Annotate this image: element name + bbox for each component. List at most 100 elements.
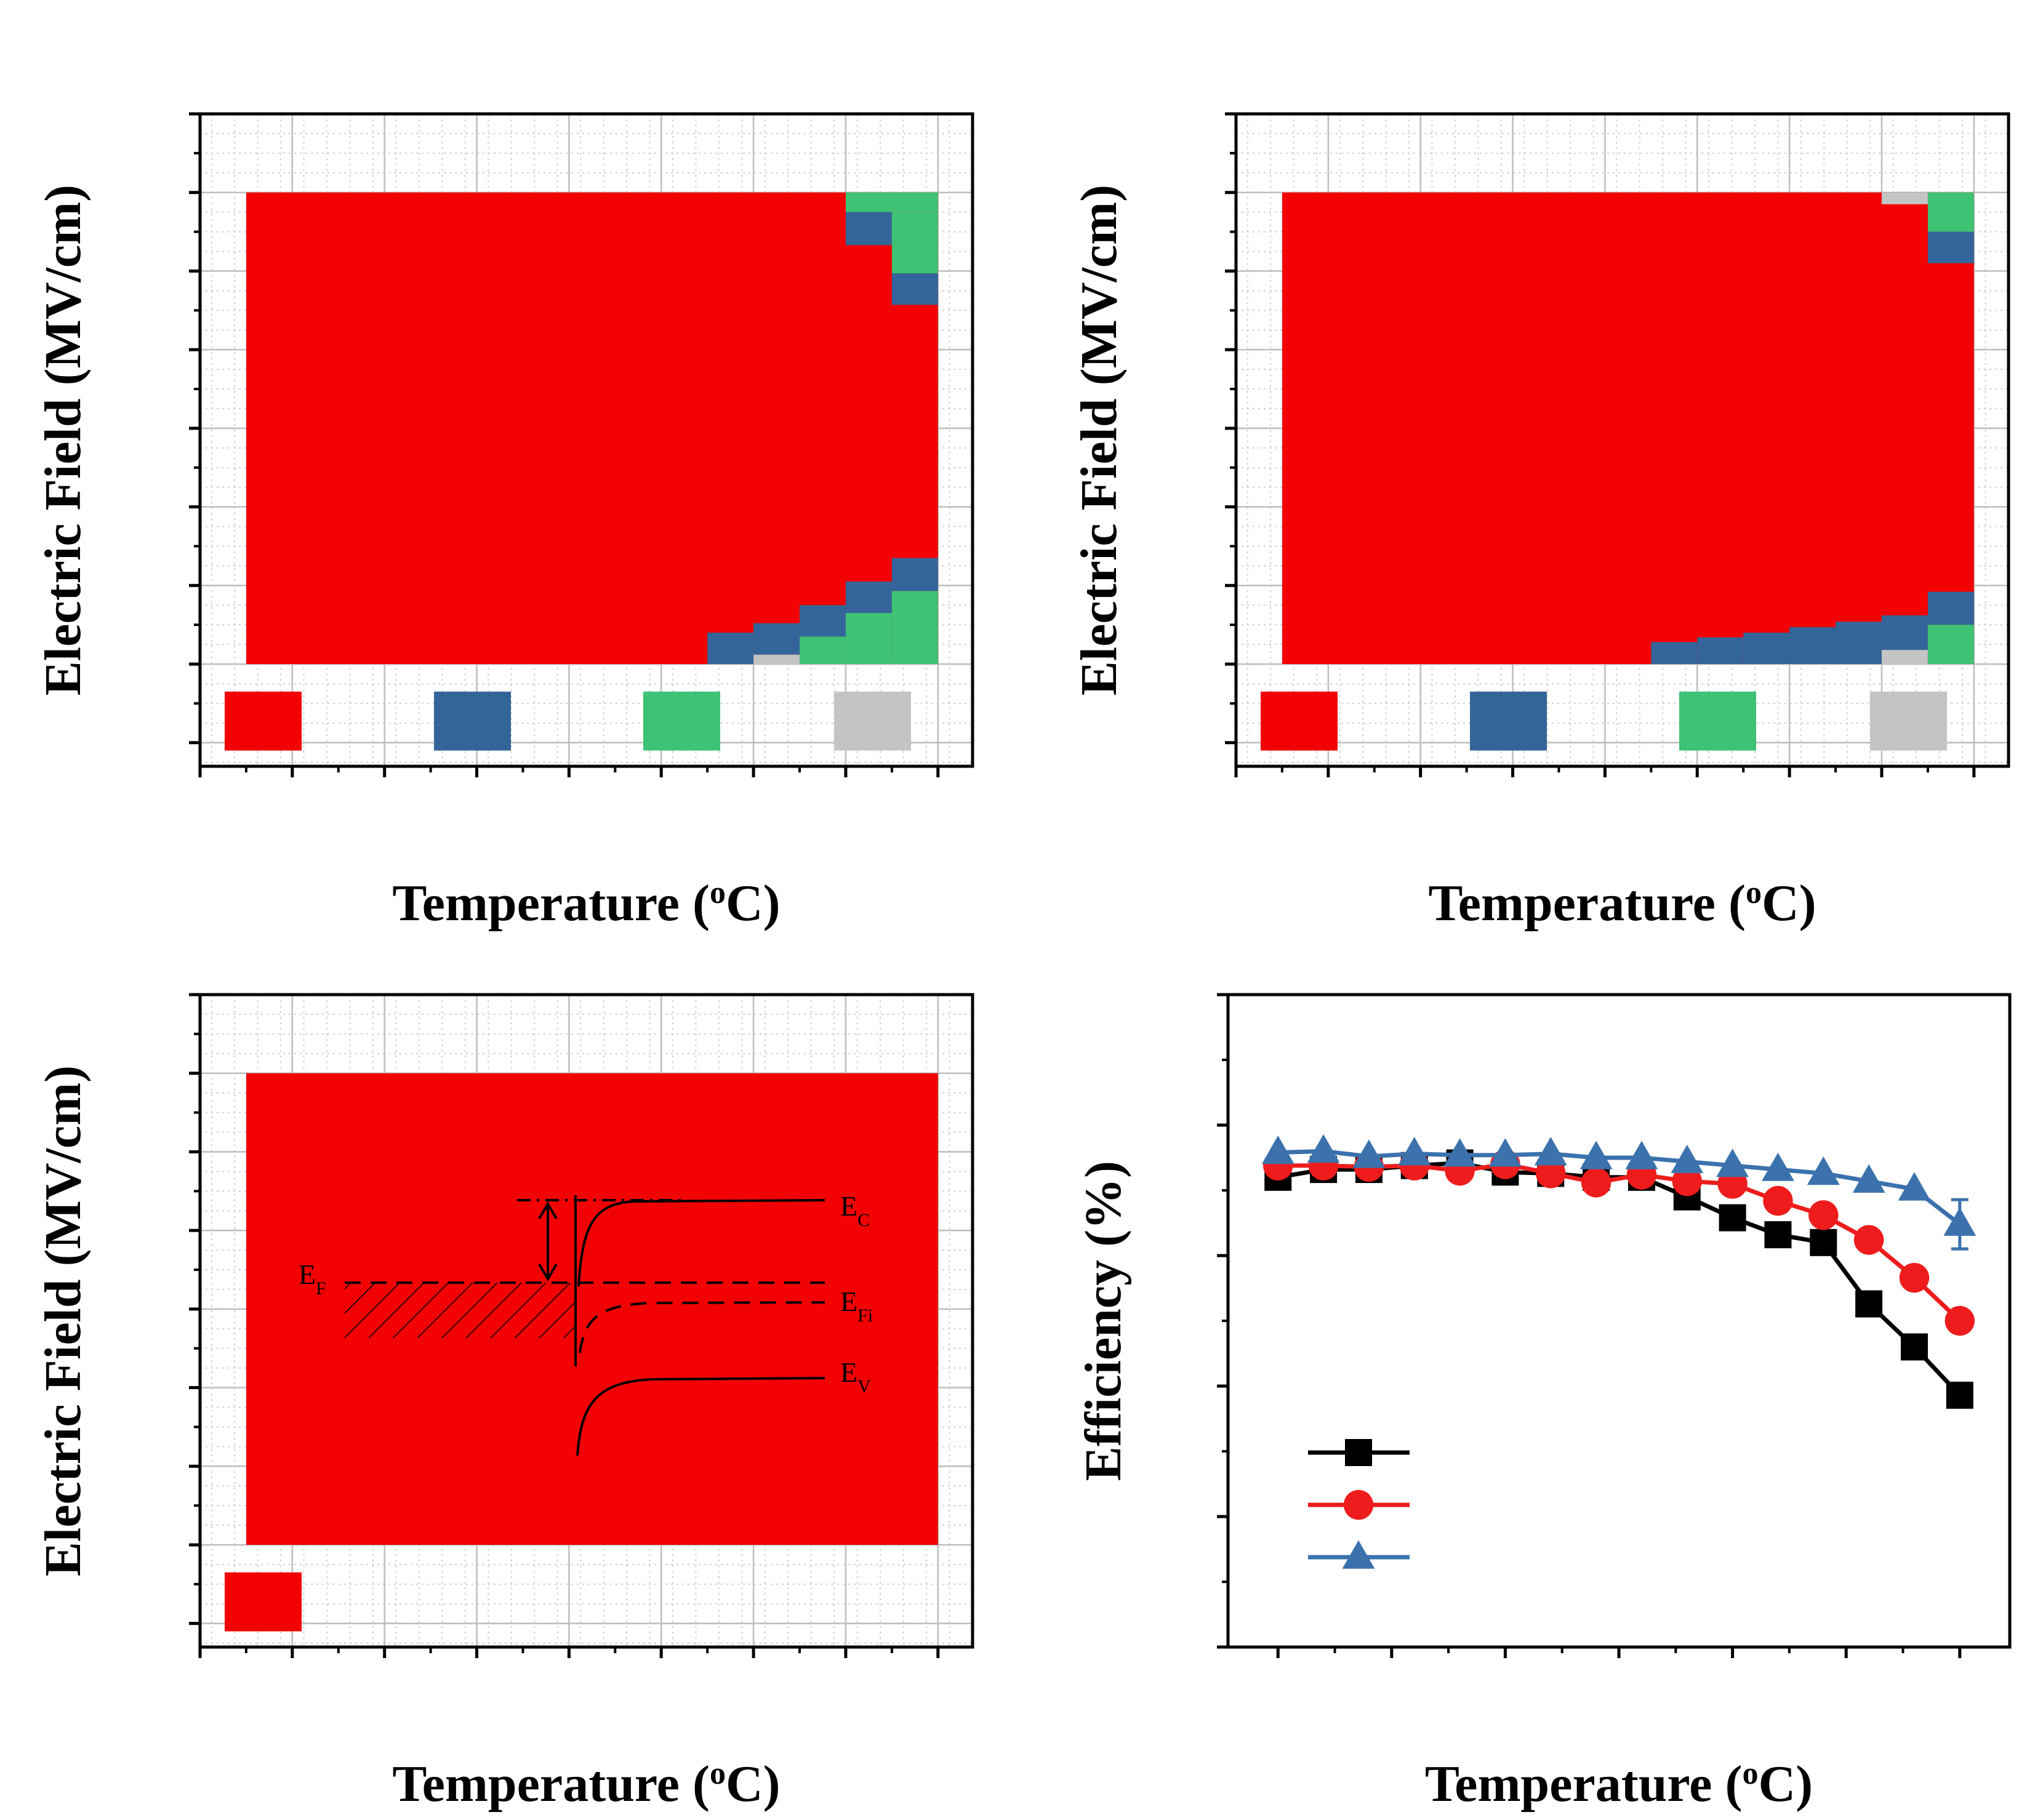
data-point — [1625, 1141, 1658, 1169]
label-ev-sub: V — [857, 1376, 871, 1397]
region-sfn — [845, 612, 892, 664]
data-point — [1762, 1152, 1794, 1181]
data-point — [1719, 1204, 1746, 1232]
data-point — [1807, 1156, 1840, 1185]
region-sclc — [1651, 642, 1698, 664]
region-sfn — [1927, 625, 1974, 664]
data-point — [1672, 1166, 1702, 1197]
data-point — [1946, 1381, 1973, 1409]
series-1:1:1 — [1261, 1134, 1977, 1236]
region-sfn — [891, 591, 938, 664]
region-sclc — [845, 581, 892, 613]
data-point — [1716, 1149, 1749, 1177]
data-point — [1534, 1137, 1567, 1166]
legend-swatch-ohmic — [1261, 691, 1338, 751]
region-sclc — [707, 632, 754, 664]
label-ec: EC — [840, 1190, 870, 1230]
data-point — [1852, 1164, 1885, 1193]
data-point — [1899, 1262, 1930, 1293]
region-sclc — [1927, 591, 1974, 625]
series-BZTS — [1263, 1149, 1975, 1336]
data-point — [1945, 1305, 1975, 1336]
data-point — [1261, 1136, 1294, 1165]
x-axis-title: Temperature (oC) — [392, 875, 780, 932]
data-point — [1536, 1158, 1566, 1189]
y-axis-title: Electric Field (MV/cm) — [34, 185, 92, 696]
label-ec-sub: C — [857, 1210, 870, 1230]
region-sclc — [845, 212, 892, 246]
x-axis-title: Temperature (oC) — [1428, 875, 1816, 932]
label-ec-main: E — [840, 1190, 857, 1222]
label-ef-sub: F — [316, 1278, 326, 1299]
region-ohmic — [1282, 192, 1974, 664]
data-point — [1671, 1144, 1704, 1174]
region-sfn — [800, 636, 846, 664]
data-point — [1810, 1229, 1837, 1256]
y-axis-title: Efficiency (%) — [1075, 1161, 1132, 1481]
region-fn — [1881, 192, 1928, 204]
label-ef-main: E — [299, 1259, 316, 1290]
region-fn — [1881, 649, 1928, 664]
region-sclc — [1927, 231, 1974, 263]
legend-swatch-sfn — [1679, 691, 1756, 751]
series-line — [1278, 1162, 1962, 1323]
y-axis-title: Electric Field (MV/cm) — [34, 1065, 92, 1576]
data-point — [1808, 1200, 1839, 1230]
label-ev: EV — [840, 1357, 871, 1397]
region-ohmic — [246, 192, 938, 664]
data-point — [1853, 1225, 1884, 1255]
label-efi-main: E — [840, 1286, 857, 1317]
data-point — [1307, 1134, 1340, 1163]
legend-marker — [1343, 1489, 1374, 1520]
legend-swatch-sclc — [434, 691, 511, 751]
data-point — [1898, 1172, 1931, 1201]
label-ev-main: E — [840, 1357, 857, 1388]
series-line — [1278, 1149, 1961, 1226]
legend-swatch-ohmic — [225, 1572, 302, 1632]
data-point — [1352, 1139, 1386, 1168]
legend-marker — [1342, 1540, 1375, 1569]
legend — [1308, 1439, 1410, 1569]
legend-swatch-fn — [834, 691, 911, 751]
region-sclc — [753, 623, 800, 655]
y-axis-title: Electric Field (MV/cm) — [1070, 185, 1128, 696]
phi-arrow-heads — [538, 1201, 558, 1281]
heatmap-panel-3: Temperature (oC)Electric Field (MV/cm) EC… — [34, 993, 974, 1813]
data-point — [1900, 1333, 1928, 1361]
data-point — [1443, 1138, 1476, 1167]
region-sclc — [800, 605, 846, 637]
legend-swatch-sclc — [1470, 691, 1547, 751]
x-axis-title: Temperature (oC) — [1425, 1755, 1813, 1813]
conduction-band-curve — [577, 1199, 825, 1287]
label-ef: EF — [299, 1259, 326, 1299]
data-point — [1581, 1168, 1612, 1198]
region-sfn — [1927, 192, 1974, 232]
data-point — [1579, 1141, 1613, 1169]
heatmap-panel-1: Temperature (oC) Electric Field (MV/cm) — [34, 112, 974, 932]
legend-swatch-fn — [1870, 691, 1947, 751]
region-sclc — [1743, 632, 1790, 664]
plot-frame — [198, 993, 974, 1649]
region-sclc — [891, 558, 938, 591]
data-point — [1764, 1221, 1792, 1249]
efficiency-chart: Temperature (oC) Efficiency (%) — [1075, 993, 2012, 1813]
label-efi-sub: Fi — [857, 1305, 873, 1326]
legend-swatch-ohmic — [225, 691, 302, 751]
heatmap-panel-2: Temperature (oC) Electric Field (MV/cm) — [1070, 112, 2010, 932]
data-point — [1398, 1137, 1431, 1166]
plot-frame — [1226, 993, 2012, 1649]
legend-marker — [1345, 1439, 1372, 1466]
band-diagram — [345, 1195, 825, 1456]
data-point — [1489, 1138, 1522, 1167]
label-efi: EFi — [840, 1286, 873, 1326]
data-point — [1855, 1290, 1883, 1318]
x-axis-title: Temperature (oC) — [392, 1755, 780, 1813]
region-sclc — [1697, 637, 1744, 664]
valence-band-curve — [576, 1377, 825, 1456]
plot-frame — [1234, 112, 2010, 768]
region-sclc — [891, 273, 938, 305]
region-sfn — [891, 212, 938, 274]
region-fn — [753, 654, 800, 664]
